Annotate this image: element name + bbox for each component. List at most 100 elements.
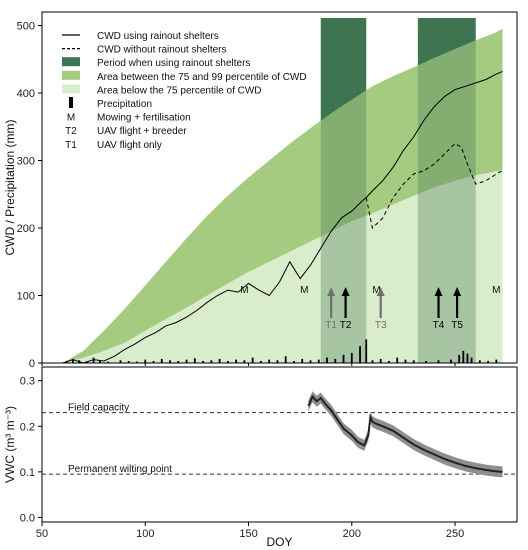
legend-entry-label: CWD without rainout shelters bbox=[97, 45, 227, 56]
p75-area bbox=[62, 169, 503, 363]
precip-bar bbox=[260, 360, 262, 363]
precip-bar bbox=[487, 360, 489, 363]
precip-bar bbox=[235, 359, 238, 363]
x-tick-label: 100 bbox=[136, 528, 154, 540]
precip-bar bbox=[478, 360, 481, 363]
y-axis-title: VWC (m³ m⁻³) bbox=[3, 406, 17, 483]
uav-arrow-head bbox=[453, 287, 462, 296]
cwd-axes: 0 100 200 300 400 500 CWD / Precipitation (mm) bbox=[3, 11, 518, 370]
precip-bar bbox=[404, 359, 407, 363]
precip-bar bbox=[342, 354, 345, 363]
precipitation-bars bbox=[65, 339, 498, 363]
legend-entry-label: Mowing + fertilisation bbox=[97, 113, 191, 124]
precip-bar bbox=[317, 359, 320, 363]
legend-symbol-shelter bbox=[62, 57, 80, 67]
legend-symbol-bar bbox=[69, 97, 73, 108]
precip-bar bbox=[301, 358, 304, 363]
legend-symbol-p99 bbox=[62, 70, 80, 80]
precip-bar bbox=[371, 360, 374, 363]
uav-arrow-head bbox=[327, 287, 336, 296]
precip-bar bbox=[462, 350, 465, 363]
rainout-shelter-periods bbox=[320, 18, 476, 363]
uav-flight-label: T4 bbox=[433, 320, 445, 331]
precip-bar bbox=[72, 358, 74, 363]
precip-bar bbox=[276, 360, 279, 363]
precip-bar bbox=[293, 360, 295, 363]
y-tick-label: 0 bbox=[29, 358, 35, 370]
precip-bar bbox=[379, 358, 382, 363]
y-tick-label: 0.2 bbox=[20, 421, 35, 433]
precip-bar bbox=[177, 360, 180, 363]
precip-bar bbox=[458, 354, 461, 363]
reference-line-label: Field capacity bbox=[68, 403, 129, 414]
precip-bar bbox=[202, 360, 204, 363]
x-tick-label: 250 bbox=[446, 528, 464, 540]
percentile-areas bbox=[62, 28, 503, 364]
precip-bar bbox=[425, 360, 428, 363]
legend-symbol-text: T2 bbox=[65, 126, 77, 137]
shelter-top-band-2 bbox=[417, 18, 476, 66]
legend-entry-label: UAV flight only bbox=[97, 140, 162, 151]
uav-arrow-head bbox=[434, 287, 443, 296]
precip-bar bbox=[495, 359, 498, 363]
legend-entry-label: Area between the 75 and 99 percentile of… bbox=[97, 72, 307, 83]
precip-bar bbox=[251, 357, 254, 363]
legend-symbol-text: M bbox=[67, 113, 75, 124]
precip-bar bbox=[152, 360, 155, 363]
precip-bar bbox=[388, 360, 390, 363]
uav-flight-label: T5 bbox=[451, 320, 463, 331]
precip-bar bbox=[98, 360, 101, 363]
cwd-lines bbox=[62, 70, 503, 364]
cwd-no-shelter-line bbox=[365, 142, 503, 229]
mowing-mark: M bbox=[300, 285, 308, 296]
precip-bar bbox=[350, 352, 353, 363]
precip-bar bbox=[226, 360, 229, 363]
y-tick-label: 200 bbox=[17, 223, 35, 235]
precip-bar bbox=[160, 358, 163, 363]
precip-bar bbox=[136, 361, 138, 363]
precip-bar bbox=[470, 357, 473, 363]
legend-symbol-p75 bbox=[62, 84, 80, 94]
mowing-mark: M bbox=[372, 285, 380, 296]
y-tick-label: 0.1 bbox=[20, 467, 35, 479]
y-tick-label: 500 bbox=[17, 21, 35, 33]
event-annotations: M M M M T1 T2 T3 T4 T5 bbox=[240, 285, 500, 331]
vwc-plot-frame bbox=[41, 366, 518, 523]
y-axis-title: CWD / Precipitation (mm) bbox=[3, 119, 17, 255]
uav-arrow-head bbox=[341, 287, 350, 296]
precip-bar bbox=[185, 359, 188, 363]
precip-bar bbox=[119, 360, 122, 363]
vwc-content: Field capacity Permanent wilting point bbox=[42, 391, 517, 478]
x-tick-label: 150 bbox=[239, 528, 257, 540]
vwc-panel: Field capacity Permanent wilting point 0.… bbox=[3, 366, 518, 549]
y-tick-label: 0.3 bbox=[20, 376, 35, 388]
precip-bar bbox=[359, 346, 361, 363]
precip-bar bbox=[169, 360, 171, 363]
vwc-axes: 0.0 0.1 0.2 0.3 50 100 150 200 250 DOY VWC (m³ m⁻³… bbox=[3, 366, 518, 549]
precip-bar bbox=[268, 359, 271, 363]
vwc-line bbox=[307, 394, 503, 473]
precip-bar bbox=[396, 357, 399, 363]
precip-bar bbox=[210, 360, 213, 363]
precip-bar bbox=[437, 360, 440, 363]
mowing-mark: M bbox=[492, 285, 500, 296]
precip-bar bbox=[450, 359, 452, 363]
legend-entry-label: UAV flight + breeder bbox=[97, 126, 187, 137]
y-tick-label: 0.0 bbox=[20, 512, 35, 524]
legend-symbol-text: T1 bbox=[65, 140, 77, 151]
precip-bar bbox=[412, 360, 415, 363]
precip-bar bbox=[326, 357, 328, 363]
precip-bar bbox=[365, 339, 368, 363]
x-tick-label: 200 bbox=[343, 528, 361, 540]
precip-bar bbox=[218, 358, 221, 363]
y-tick-label: 100 bbox=[17, 291, 35, 303]
precip-bar bbox=[144, 359, 147, 363]
legend-entry-label: CWD using rainout shelters bbox=[97, 31, 219, 42]
legend-entry-label: Precipitation bbox=[97, 99, 152, 110]
precip-bar bbox=[107, 361, 109, 363]
legend: CWD using rainout shelters CWD without ra… bbox=[62, 31, 307, 151]
shelter-top-band-1 bbox=[320, 18, 367, 121]
uav-arrow-head bbox=[376, 287, 385, 296]
uav-flight-label: T2 bbox=[340, 320, 352, 331]
